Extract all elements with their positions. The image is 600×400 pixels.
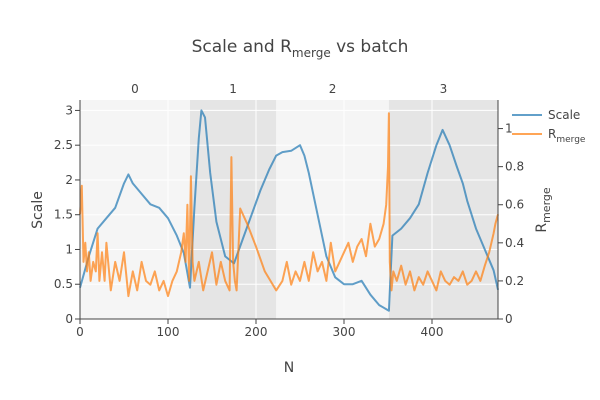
y-left-tick-label: 0.5 [54,277,73,291]
y-right-axis-label: Rmerge [534,187,553,233]
series-layer [79,109,499,312]
x-tick-label: 100 [157,325,180,339]
scale-line [79,109,499,312]
batch-region-2 [276,100,389,319]
axis-layer: 0 1 2 3 0 0.5 1 1.5 2 2.5 3 0 100 200 300 400 0 0.2 0.4 0.6… [54,82,524,339]
x-tick-label: 300 [333,325,356,339]
legend: Scale Rmerge [512,108,586,145]
y-left-tick-label: 1 [65,242,73,256]
x-tick-label: 400 [421,325,444,339]
chart-title: Scale and Rmerge vs batch [192,37,409,60]
y-right-tick-label: 0.8 [505,160,524,174]
batch-label-0: 0 [131,82,139,96]
batch-label-3: 3 [440,82,448,96]
y-left-tick-label: 2.5 [54,138,73,152]
batch-label-1: 1 [229,82,237,96]
x-tick-label: 0 [76,325,84,339]
y-right-tick-label: 0.4 [505,236,524,250]
batch-label-2: 2 [329,82,337,96]
y-left-tick-label: 0 [65,312,73,326]
legend-rmerge-label: Rmerge [548,127,586,145]
y-left-tick-label: 1.5 [54,208,73,222]
y-right-tick-label: 1 [505,122,513,136]
legend-scale-label: Scale [548,108,580,122]
y-left-tick-label: 3 [65,103,73,117]
y-right-tick-label: 0 [505,312,513,326]
y-left-tick-label: 2 [65,173,73,187]
x-tick-label: 200 [245,325,268,339]
batch-region-0 [80,100,190,319]
y-right-tick-label: 0.6 [505,198,524,212]
rmerge-line [79,112,499,298]
y-right-tick-label: 0.2 [505,274,524,288]
x-axis-label: N [284,360,294,376]
y-left-axis-label: Scale [30,191,46,229]
